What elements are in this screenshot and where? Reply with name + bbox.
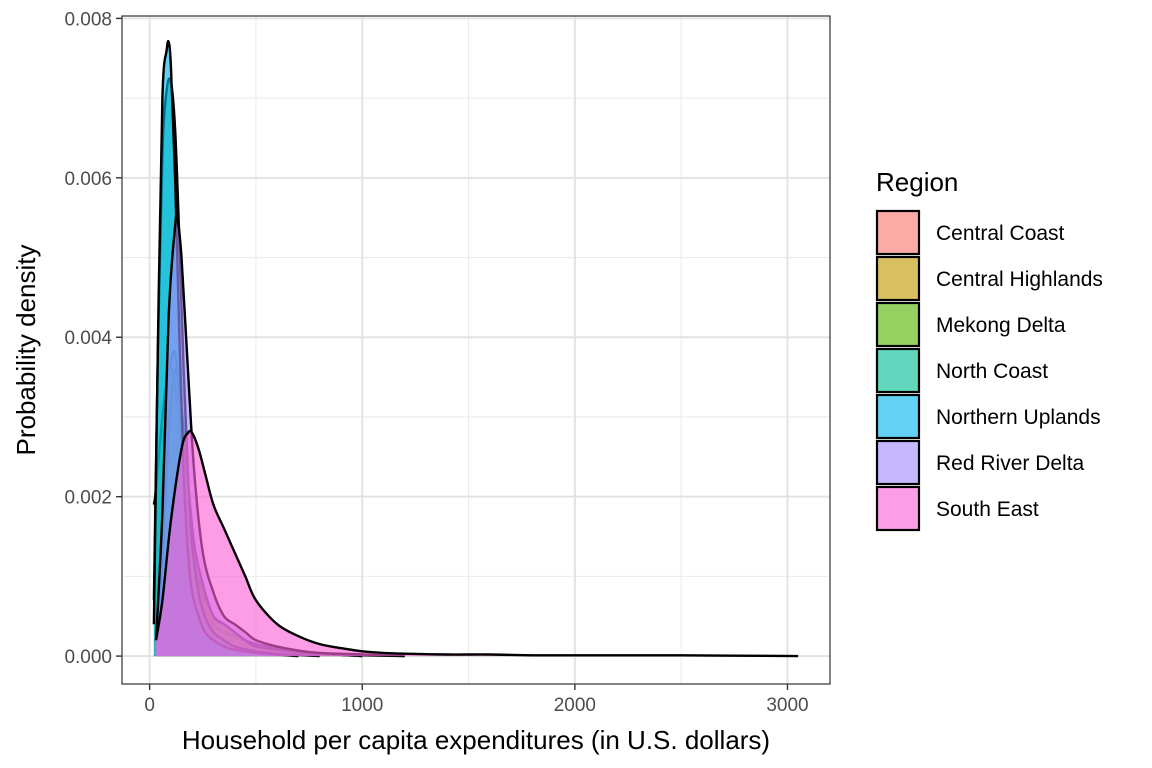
legend-key-south-east <box>875 485 921 532</box>
legend: Region Central Coast Central Highlands Mek… <box>875 167 1103 532</box>
legend-label-central-highlands: Central Highlands <box>936 268 1103 291</box>
x-axis: 0 1000 2000 3000 <box>144 684 809 716</box>
legend-label-red-river-delta: Red River Delta <box>936 452 1085 475</box>
y-tick-label: 0.006 <box>64 169 112 190</box>
density-areas <box>152 39 799 658</box>
y-tick-label: 0.000 <box>64 647 112 668</box>
x-tick-label: 2000 <box>554 695 596 716</box>
y-axis-title: Probability density <box>11 245 41 456</box>
y-axis: 0.000 0.002 0.004 0.006 0.008 <box>64 9 122 668</box>
legend-key-red-river-delta <box>875 439 921 486</box>
y-tick-label: 0.002 <box>64 488 112 509</box>
legend-title: Region <box>876 167 958 197</box>
legend-key-north-coast <box>875 347 921 394</box>
legend-key-mekong-delta <box>875 301 921 348</box>
legend-key-northern-uplands <box>875 393 921 440</box>
density-line-south-east <box>154 429 799 658</box>
legend-label-northern-uplands: Northern Uplands <box>936 406 1101 429</box>
x-axis-title: Household per capita expenditures (in U.… <box>182 725 770 755</box>
legend-label-mekong-delta: Mekong Delta <box>936 314 1066 337</box>
density-area-south-east <box>156 430 799 657</box>
y-tick-label: 0.008 <box>64 9 112 30</box>
x-tick-label: 1000 <box>341 695 383 716</box>
legend-label-central-coast: Central Coast <box>936 222 1065 245</box>
grid-lines <box>122 16 830 684</box>
legend-key-central-highlands <box>875 255 921 302</box>
legend-label-north-coast: North Coast <box>936 360 1048 383</box>
legend-key-central-coast <box>875 209 921 256</box>
y-tick-label: 0.004 <box>64 328 112 349</box>
legend-label-south-east: South East <box>936 498 1039 521</box>
x-tick-label: 0 <box>144 695 155 716</box>
x-tick-label: 3000 <box>766 695 808 716</box>
panel-border <box>121 15 831 685</box>
